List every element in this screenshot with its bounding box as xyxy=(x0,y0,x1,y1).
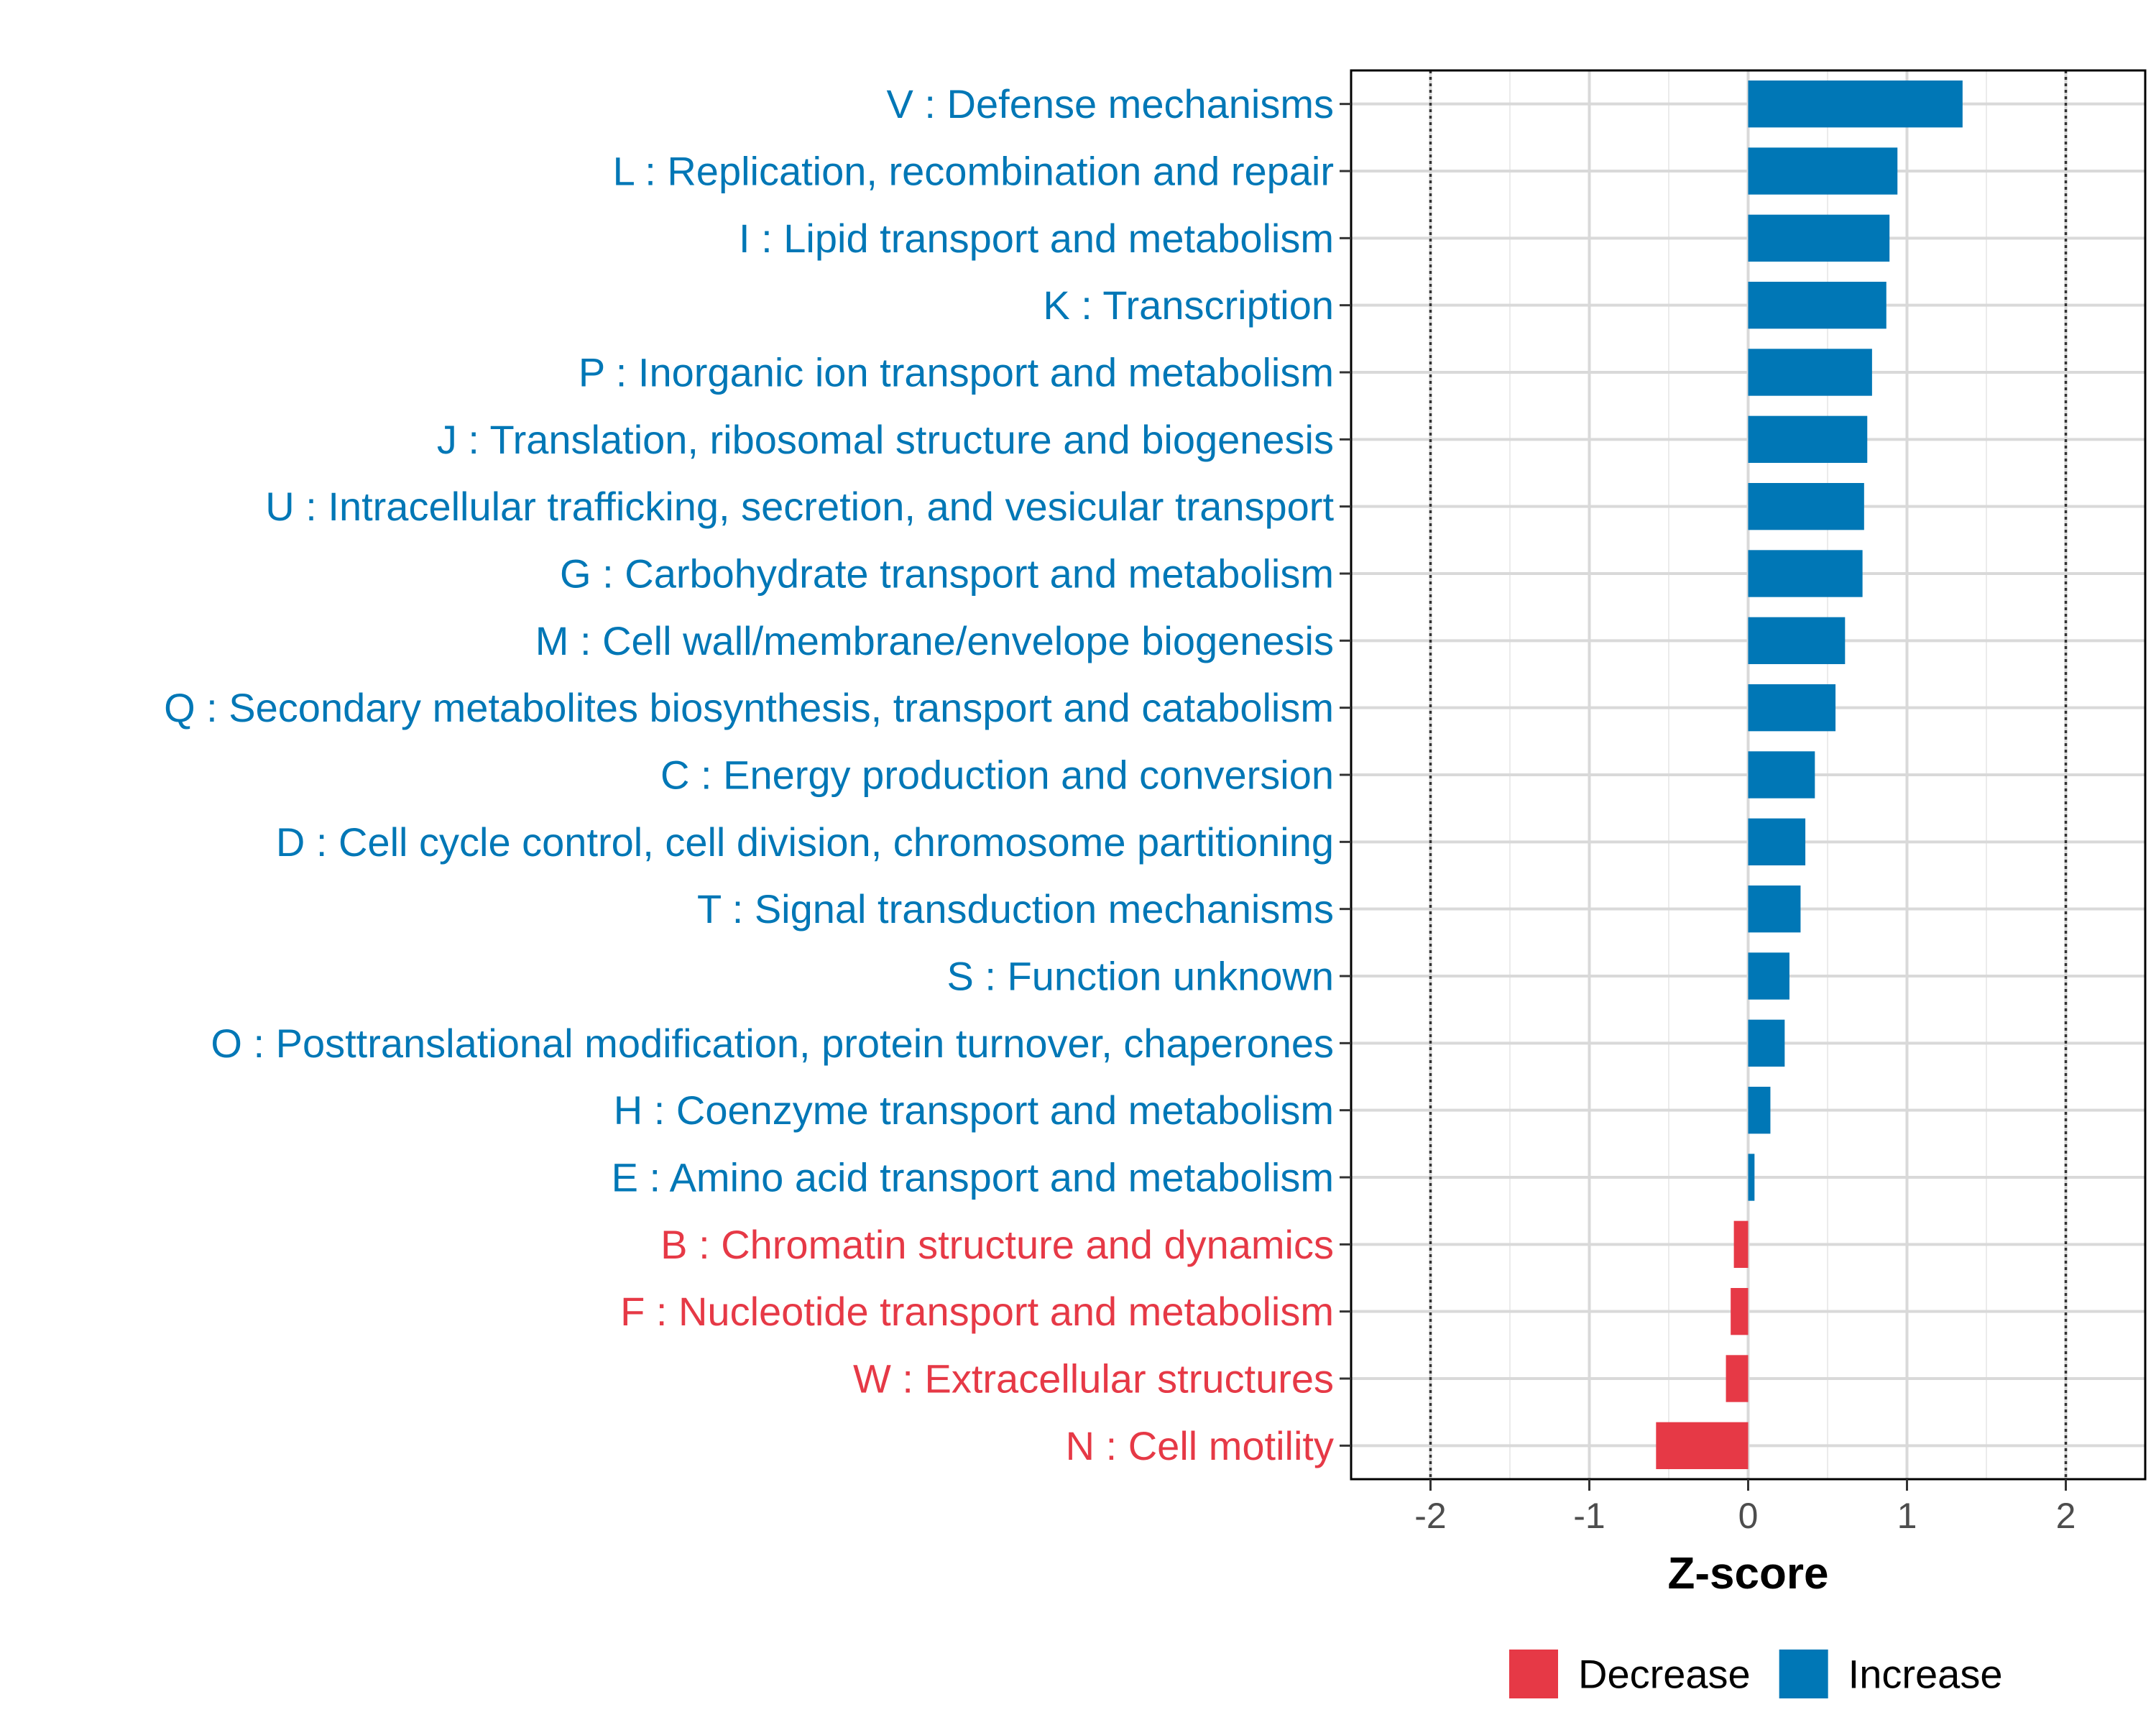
category-label: K : Transcription xyxy=(1043,282,1334,328)
category-label: L : Replication, recombination and repai… xyxy=(613,149,1334,194)
bar xyxy=(1748,349,1872,396)
bar xyxy=(1748,1154,1755,1201)
bar xyxy=(1733,1220,1749,1268)
legend-label: Decrease xyxy=(1578,1652,1751,1697)
category-label: J : Translation, ribosomal structure and… xyxy=(437,417,1334,462)
bar xyxy=(1748,952,1789,1000)
bar xyxy=(1748,415,1868,463)
bar xyxy=(1731,1288,1749,1335)
y-axis: V : Defense mechanisms L : Replication, r… xyxy=(164,81,1351,1468)
x-tick-label: 0 xyxy=(1738,1496,1759,1536)
category-label: P : Inorganic ion transport and metaboli… xyxy=(579,350,1334,395)
category-label: E : Amino acid transport and metabolism xyxy=(612,1155,1334,1200)
x-axis-title: Z-score xyxy=(1668,1549,1829,1598)
legend-swatch xyxy=(1509,1650,1558,1698)
category-label: D : Cell cycle control, cell division, c… xyxy=(276,819,1334,865)
bar xyxy=(1748,886,1801,933)
bar xyxy=(1748,483,1864,530)
category-label: S : Function unknown xyxy=(946,954,1334,999)
bar xyxy=(1748,282,1886,329)
category-label: C : Energy production and conversion xyxy=(660,753,1334,798)
bar xyxy=(1656,1422,1749,1469)
category-label: Q : Secondary metabolites biosynthesis, … xyxy=(164,685,1334,730)
category-label: H : Coenzyme transport and metabolism xyxy=(614,1087,1334,1133)
bar xyxy=(1748,751,1815,799)
category-label: B : Chromatin structure and dynamics xyxy=(660,1222,1334,1267)
bar xyxy=(1748,147,1898,195)
x-tick-label: -2 xyxy=(1414,1496,1446,1536)
category-label: V : Defense mechanisms xyxy=(887,81,1334,126)
bars xyxy=(1656,80,1963,1469)
category-label: G : Carbohydrate transport and metabolis… xyxy=(560,551,1334,597)
category-label: I : Lipid transport and metabolism xyxy=(739,216,1334,261)
bar xyxy=(1748,1019,1785,1067)
bar xyxy=(1748,214,1890,262)
category-label: N : Cell motility xyxy=(1066,1423,1334,1468)
bar xyxy=(1726,1355,1749,1402)
legend-swatch xyxy=(1779,1650,1828,1698)
bar xyxy=(1748,80,1963,128)
category-label: F : Nucleotide transport and metabolism xyxy=(620,1289,1334,1334)
x-tick-label: 2 xyxy=(2056,1496,2076,1536)
legend: Decrease Increase xyxy=(1509,1650,2002,1698)
bar xyxy=(1748,818,1806,865)
category-label: U : Intracellular trafficking, secretion… xyxy=(265,484,1334,529)
x-axis: -2 -1 0 1 2 xyxy=(1414,1479,2076,1536)
bar xyxy=(1748,684,1836,732)
x-tick-label: 1 xyxy=(1897,1496,1917,1536)
category-label: W : Extracellular structures xyxy=(853,1356,1334,1402)
bar xyxy=(1748,1087,1771,1134)
category-label: T : Signal transduction mechanisms xyxy=(697,886,1334,932)
bar xyxy=(1748,617,1846,664)
category-label: M : Cell wall/membrane/envelope biogenes… xyxy=(535,618,1334,663)
x-tick-label: -1 xyxy=(1573,1496,1605,1536)
bar xyxy=(1748,550,1863,597)
category-label: O : Posttranslational modification, prot… xyxy=(211,1021,1334,1066)
legend-label: Increase xyxy=(1848,1652,2003,1697)
